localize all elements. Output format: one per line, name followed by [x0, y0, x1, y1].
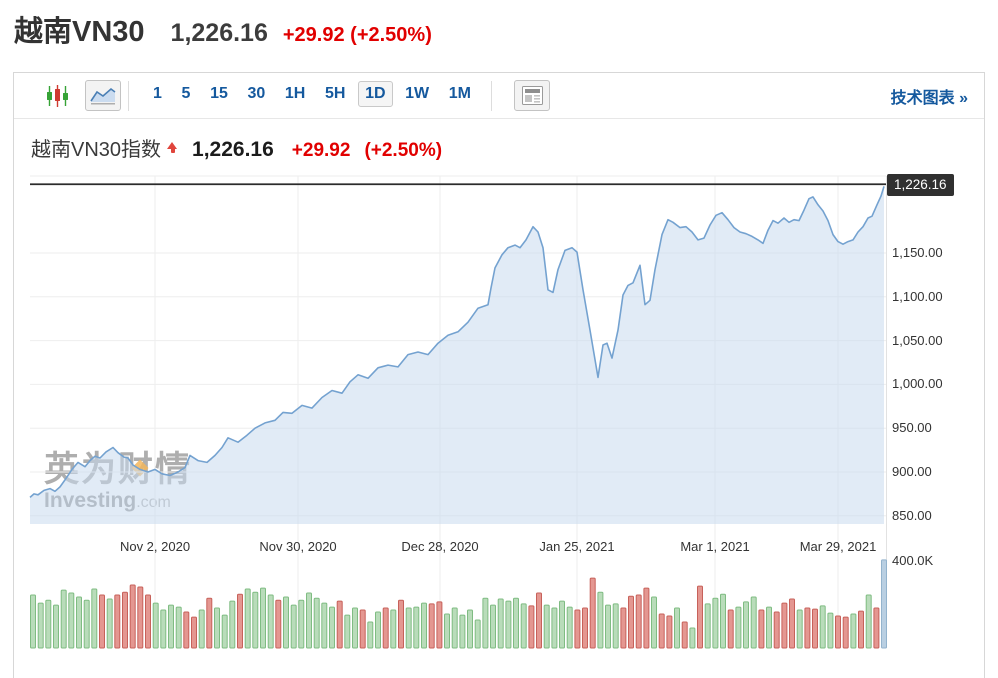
- page-header: 越南VN30 1,226.16 +29.92 (+2.50%): [14, 8, 432, 50]
- chart-change-pct: (+2.50%): [364, 140, 443, 161]
- watermark: 英为财情 Investing.com: [44, 452, 192, 511]
- instrument-title: 越南VN30: [14, 16, 145, 48]
- candlestick-chart-icon: [47, 84, 68, 107]
- timeframe-5h[interactable]: 5H: [318, 81, 352, 107]
- chart-type-group: [40, 80, 121, 111]
- y-axis-label: 1,100.00: [892, 288, 943, 304]
- x-axis-label: Dec 28, 2020: [401, 539, 479, 554]
- timeframe-1w[interactable]: 1W: [398, 81, 436, 107]
- x-axis-label: Mar 1, 2021: [680, 539, 750, 554]
- watermark-en: Investing.com: [44, 489, 171, 512]
- x-axis-label: Jan 25, 2021: [539, 539, 615, 554]
- x-axis-label: Mar 29, 2021: [799, 539, 877, 554]
- y-axis-label: 1,050.00: [892, 332, 943, 348]
- news-panel-button[interactable]: [514, 80, 550, 111]
- candlestick-chart-button[interactable]: [40, 80, 76, 111]
- area-chart-icon: [90, 87, 116, 105]
- watermark-cn: 英为财情: [44, 450, 193, 489]
- toolbar-separator: [128, 81, 129, 111]
- chart-header: 越南VN30指数 1,226.16 +29.92 (+2.50%): [31, 133, 442, 162]
- chart-widget: 1 5 15 30 1H 5H 1D 1W 1M 技术图表 » 越南VN30指数 1,226.1…: [13, 72, 985, 678]
- x-axis-label: Nov 30, 2020: [259, 539, 337, 554]
- instrument-change: +29.92 (+2.50%): [282, 24, 432, 46]
- chart-change: +29.92: [291, 140, 351, 161]
- chart-toolbar: 1 5 15 30 1H 5H 1D 1W 1M 技术图表 »: [14, 73, 984, 119]
- y-axis-label: 900.00: [892, 464, 932, 479]
- news-panel-icon: [521, 86, 543, 105]
- toolbar-separator: [491, 81, 492, 111]
- timeframe-1[interactable]: 1: [146, 81, 169, 107]
- timeframe-5[interactable]: 5: [175, 81, 198, 107]
- timeframe-1h[interactable]: 1H: [278, 81, 312, 107]
- timeframe-1m[interactable]: 1M: [442, 81, 478, 107]
- timeframe-1d[interactable]: 1D: [358, 81, 393, 107]
- chart-title: 越南VN30指数: [31, 139, 162, 161]
- timeframe-group: 1 5 15 30 1H 5H 1D 1W 1M: [146, 81, 478, 107]
- y-axis-label: 1,150.00: [892, 245, 943, 260]
- current-price-badge: 1,226.16: [887, 174, 954, 196]
- instrument-price: 1,226.16: [170, 19, 268, 47]
- timeframe-30[interactable]: 30: [240, 81, 272, 107]
- area-chart-button[interactable]: [85, 80, 121, 111]
- y-axis-label: 1,000.00: [892, 376, 943, 392]
- x-axis-label: Nov 2, 2020: [119, 539, 191, 554]
- timeframe-15[interactable]: 15: [203, 81, 235, 107]
- y-axis-label: 950.00: [892, 420, 932, 436]
- y-axis-label: 850.00: [892, 507, 932, 523]
- chart-price: 1,226.16: [192, 138, 274, 161]
- technical-chart-link[interactable]: 技术图表 »: [890, 90, 968, 107]
- up-arrow-icon: [167, 141, 178, 154]
- volume-axis-label: 400.0K: [892, 553, 934, 568]
